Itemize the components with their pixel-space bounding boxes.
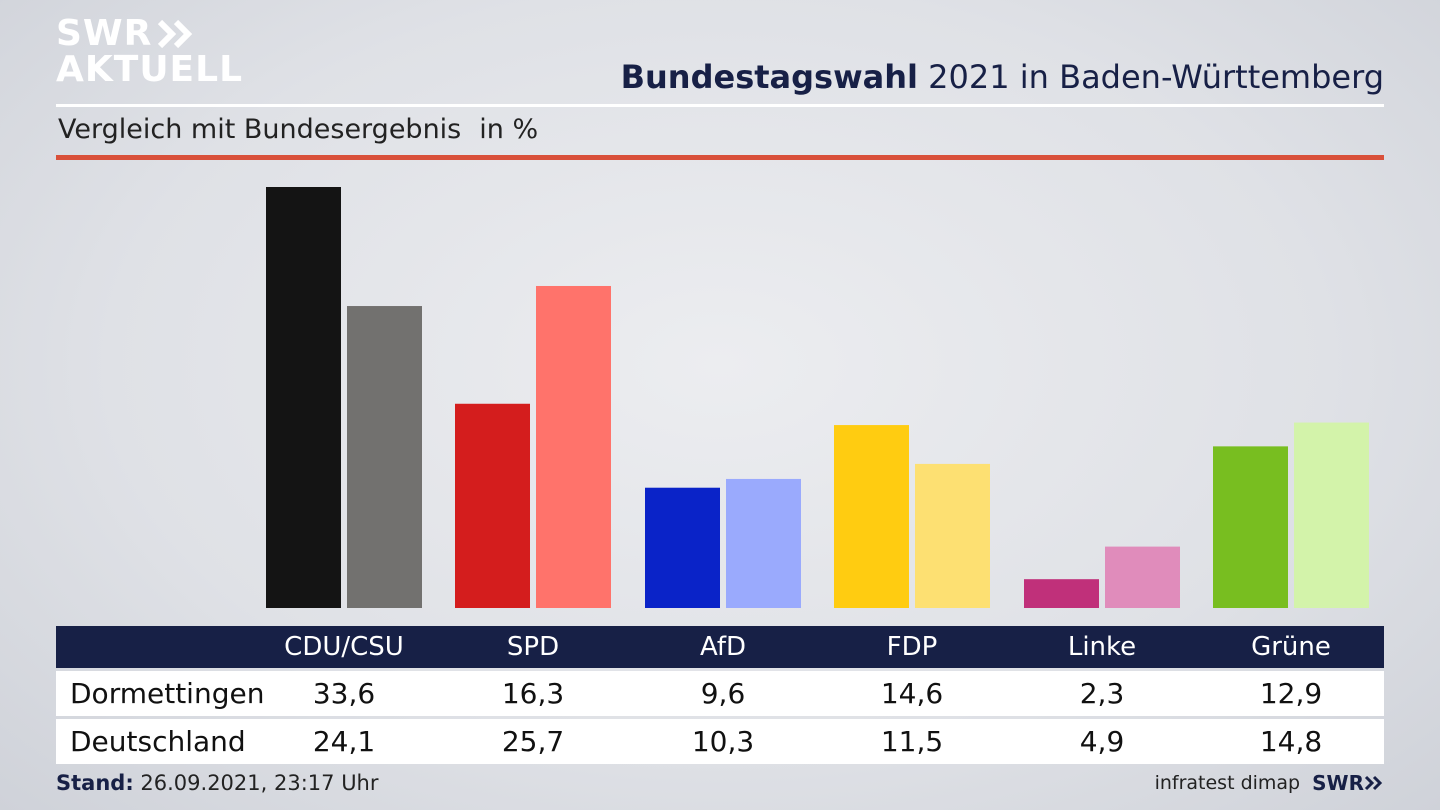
bar-linke-dormettingen bbox=[1024, 579, 1099, 608]
bar-afd-dormettingen bbox=[645, 487, 720, 608]
logo-swr-text: SWR bbox=[56, 13, 153, 54]
column-header: CDU/CSU bbox=[284, 632, 404, 662]
results-table: CDU/CSU SPD AfD FDP Linke Grüne Dormettingen … bbox=[56, 626, 1384, 764]
footer-credits: infratest dimap SWR bbox=[1155, 771, 1384, 795]
title-bold: Bundestagswahl bbox=[620, 58, 918, 96]
subtitle-text: Vergleich mit Bundesergebnis bbox=[58, 114, 462, 145]
table-cell: 10,3 bbox=[691, 725, 755, 758]
table-cell: 16,3 bbox=[501, 677, 565, 710]
accent-rule bbox=[56, 155, 1384, 160]
stand-value: 26.09.2021, 23:17 Uhr bbox=[140, 771, 379, 795]
unit-label: in % bbox=[479, 114, 539, 145]
table-cell: 12,9 bbox=[1259, 677, 1323, 710]
column-header: AfD bbox=[699, 632, 747, 662]
column-header: Grüne bbox=[1251, 632, 1331, 662]
table-cell: 2,3 bbox=[1079, 677, 1125, 710]
table-cell: 11,5 bbox=[880, 725, 944, 758]
swr-aktuell-logo: SWR AKTUELL bbox=[56, 16, 243, 88]
table-cell: 14,6 bbox=[880, 677, 944, 710]
bar-fdp-dormettingen bbox=[834, 425, 909, 608]
column-header: FDP bbox=[886, 632, 938, 662]
bar-fdp-deutschland bbox=[915, 463, 990, 608]
column-header: Linke bbox=[1067, 632, 1137, 662]
table-row: Dormettingen 33,6 16,3 9,6 14,6 2,3 12,9 bbox=[56, 671, 1384, 716]
table-cell: 9,6 bbox=[700, 677, 746, 710]
bar-cdu-csu-deutschland bbox=[347, 306, 422, 608]
table-cell: 33,6 bbox=[312, 677, 376, 710]
bar-spd-deutschland bbox=[536, 285, 611, 608]
table-header: CDU/CSU SPD AfD FDP Linke Grüne bbox=[56, 626, 1384, 668]
source-label: infratest dimap bbox=[1154, 772, 1301, 794]
chart-title: Bundestagswahl 2021 in Baden-Württemberg bbox=[621, 58, 1384, 96]
double-chevron-icon bbox=[158, 19, 193, 49]
row-label: Deutschland bbox=[70, 725, 246, 758]
bar-afd-deutschland bbox=[726, 478, 801, 608]
double-chevron-icon bbox=[1364, 775, 1383, 791]
chart-subtitle: Vergleich mit Bundesergebnis in % bbox=[58, 114, 538, 145]
header-divider bbox=[56, 104, 1384, 107]
row-label: Dormettingen bbox=[70, 677, 265, 710]
stand-label: Stand: bbox=[56, 771, 134, 795]
bar-spd-dormettingen bbox=[455, 403, 530, 608]
bar-cdu-csu-dormettingen bbox=[266, 187, 341, 608]
title-rest: 2021 in Baden-Württemberg bbox=[928, 58, 1384, 96]
table-cell: 14,8 bbox=[1259, 725, 1323, 758]
table-row: Deutschland 24,1 25,7 10,3 11,5 4,9 14,8 bbox=[56, 719, 1384, 764]
bar-linke-deutschland bbox=[1105, 546, 1180, 608]
bar-gr-ne-dormettingen bbox=[1213, 446, 1288, 608]
swr-footer-logo: SWR bbox=[1312, 771, 1384, 795]
swr-footer-text: SWR bbox=[1312, 771, 1364, 795]
table-cell: 4,9 bbox=[1079, 725, 1125, 758]
column-header: SPD bbox=[506, 632, 560, 662]
table-cell: 24,1 bbox=[312, 725, 376, 758]
bar-chart bbox=[266, 187, 1369, 608]
logo-aktuell-text: AKTUELL bbox=[56, 49, 244, 90]
timestamp: Stand: 26.09.2021, 23:17 Uhr bbox=[56, 771, 379, 795]
table-cell: 25,7 bbox=[501, 725, 565, 758]
bar-gr-ne-deutschland bbox=[1294, 422, 1369, 608]
